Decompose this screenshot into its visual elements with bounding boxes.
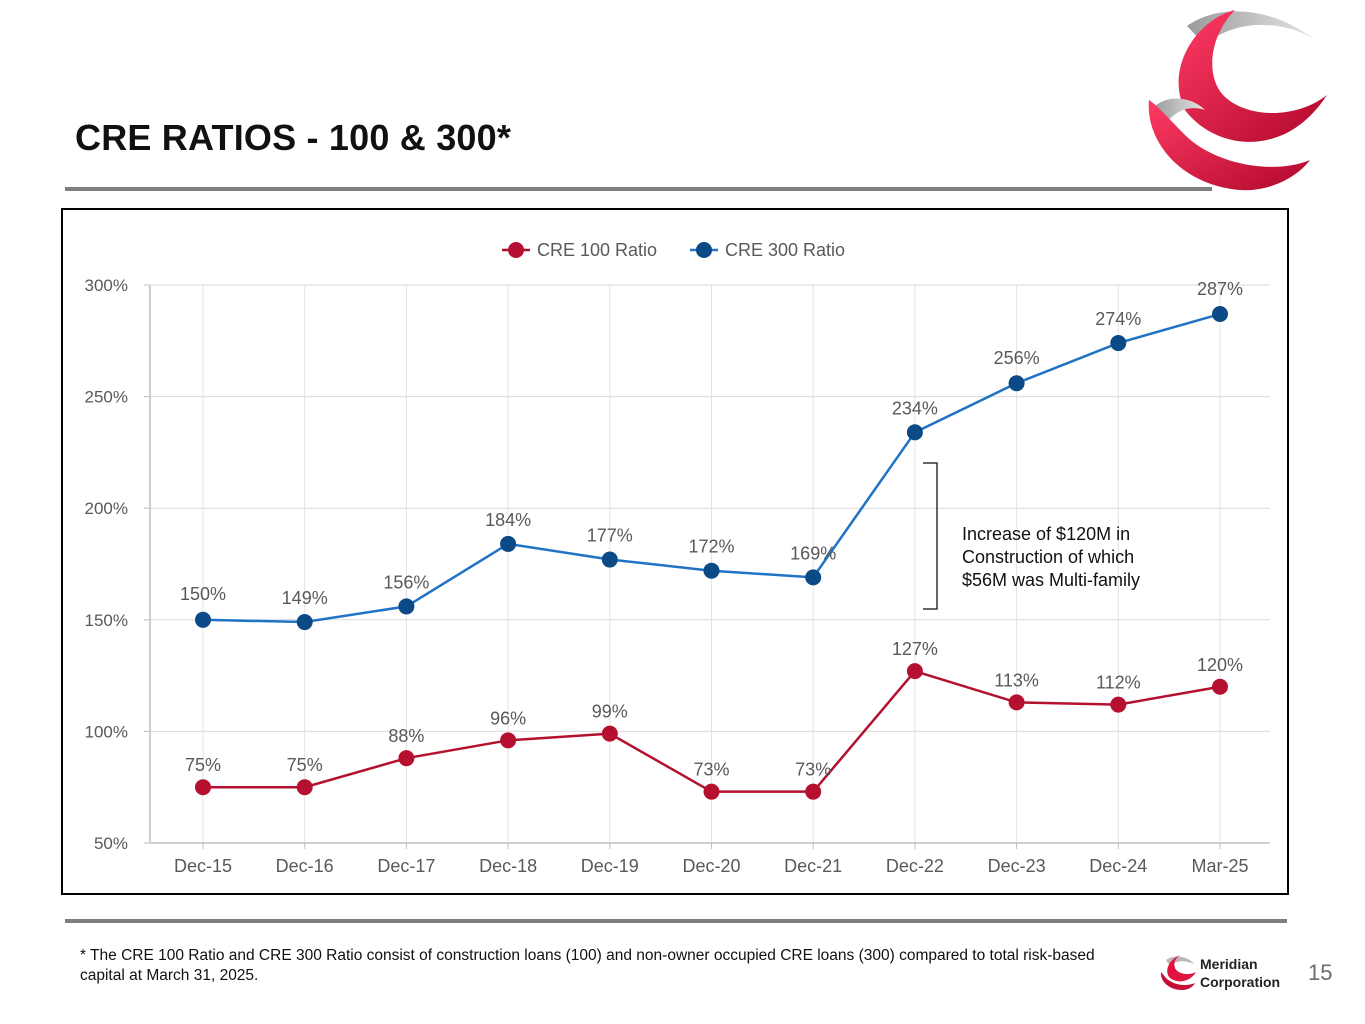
swirl-logo-icon	[1148, 10, 1327, 191]
cre100-point	[1212, 678, 1228, 695]
cre300-point	[296, 614, 313, 631]
cre100-point	[805, 783, 822, 800]
cre100-point	[906, 663, 923, 680]
x-tick-label: Dec-16	[276, 856, 334, 876]
x-tick-label: Dec-24	[1089, 856, 1147, 876]
cre100-point	[296, 779, 313, 796]
footer-brand: Meridian Corporation	[1200, 955, 1280, 991]
y-tick-label: 100%	[85, 722, 128, 741]
cre300-data-label: 287%	[1197, 279, 1243, 299]
cre100-point	[500, 732, 517, 749]
cre300-data-label: 156%	[383, 572, 429, 592]
cre300-point	[500, 535, 517, 552]
cre300-point	[601, 551, 618, 568]
cre100-point	[703, 783, 720, 800]
legend-cre300-marker	[696, 242, 712, 258]
cre100-data-label: 127%	[892, 639, 938, 659]
page-title: CRE RATIOS - 100 & 300*	[75, 117, 512, 158]
title-divider	[65, 187, 1212, 191]
y-tick-label: 200%	[85, 499, 128, 518]
cre100-data-label: 112%	[1096, 673, 1141, 693]
y-tick-label: 50%	[94, 834, 128, 853]
cre300-data-label: 149%	[282, 588, 328, 608]
cre100-point	[1110, 696, 1127, 713]
y-tick-label: 250%	[85, 388, 128, 407]
footnote: * The CRE 100 Ratio and CRE 300 Ratio co…	[80, 947, 1095, 984]
cre100-data-label: 73%	[795, 760, 831, 780]
cre100-point	[398, 750, 415, 767]
cre100-data-label: 88%	[388, 726, 424, 746]
cre300-data-label: 150%	[180, 584, 226, 604]
cre300-data-label: 172%	[688, 537, 734, 557]
cre100-data-label: 73%	[693, 760, 729, 780]
cre100-data-label: 113%	[994, 670, 1039, 690]
cre300-data-label: 184%	[485, 510, 531, 530]
x-tick-label: Dec-18	[479, 856, 537, 876]
cre100-point	[1008, 694, 1025, 711]
cre300-point	[195, 611, 211, 628]
cre100-data-label: 99%	[592, 702, 628, 722]
cre100-point	[195, 779, 211, 796]
cre100-point	[601, 725, 618, 742]
y-tick-label: 300%	[85, 276, 128, 295]
page-number: 15	[1308, 960, 1333, 985]
cre300-point	[1008, 375, 1025, 392]
x-tick-label: Dec-15	[174, 856, 232, 876]
cre100-data-label: 75%	[185, 755, 221, 775]
annotation-text-line: Increase of $120M in	[962, 524, 1130, 544]
cre300-point	[906, 424, 923, 441]
footer-divider	[65, 919, 1287, 923]
brand-name-line1: Meridian	[1200, 956, 1258, 972]
annotation-bracket	[923, 462, 938, 610]
cre300-point	[1212, 306, 1228, 323]
legend-cre300-label: CRE 300 Ratio	[725, 240, 845, 260]
x-tick-label: Dec-22	[886, 856, 944, 876]
chart-frame	[61, 208, 1289, 895]
x-tick-label: Dec-23	[988, 856, 1046, 876]
x-tick-label: Mar-25	[1191, 856, 1248, 876]
cre300-data-label: 169%	[790, 543, 836, 563]
cre100-data-label: 75%	[287, 755, 323, 775]
cre300-data-label: 274%	[1095, 309, 1141, 329]
annotation-text-line: Construction of which	[962, 547, 1134, 567]
brand-name-line2: Corporation	[1200, 974, 1281, 990]
cre300-point	[703, 562, 720, 579]
legend-cre100-label: CRE 100 Ratio	[537, 240, 657, 260]
cre100-data-label: 120%	[1197, 655, 1243, 675]
cre300-data-label: 256%	[994, 348, 1040, 368]
cre300-data-label: 177%	[587, 526, 633, 546]
x-tick-label: Dec-21	[784, 856, 842, 876]
legend-cre100-marker	[508, 242, 524, 258]
cre300-data-label: 234%	[892, 398, 938, 418]
x-tick-label: Dec-17	[377, 856, 435, 876]
x-tick-label: Dec-20	[682, 856, 740, 876]
cre300-point	[1110, 335, 1127, 352]
cre300-point	[398, 598, 415, 615]
swirl-logo-icon	[1160, 955, 1196, 990]
annotation-text-line: $56M was Multi-family	[962, 570, 1140, 590]
cre100-data-label: 96%	[490, 708, 526, 728]
y-tick-label: 150%	[85, 611, 128, 630]
cre300-point	[805, 569, 822, 586]
x-tick-label: Dec-19	[581, 856, 639, 876]
